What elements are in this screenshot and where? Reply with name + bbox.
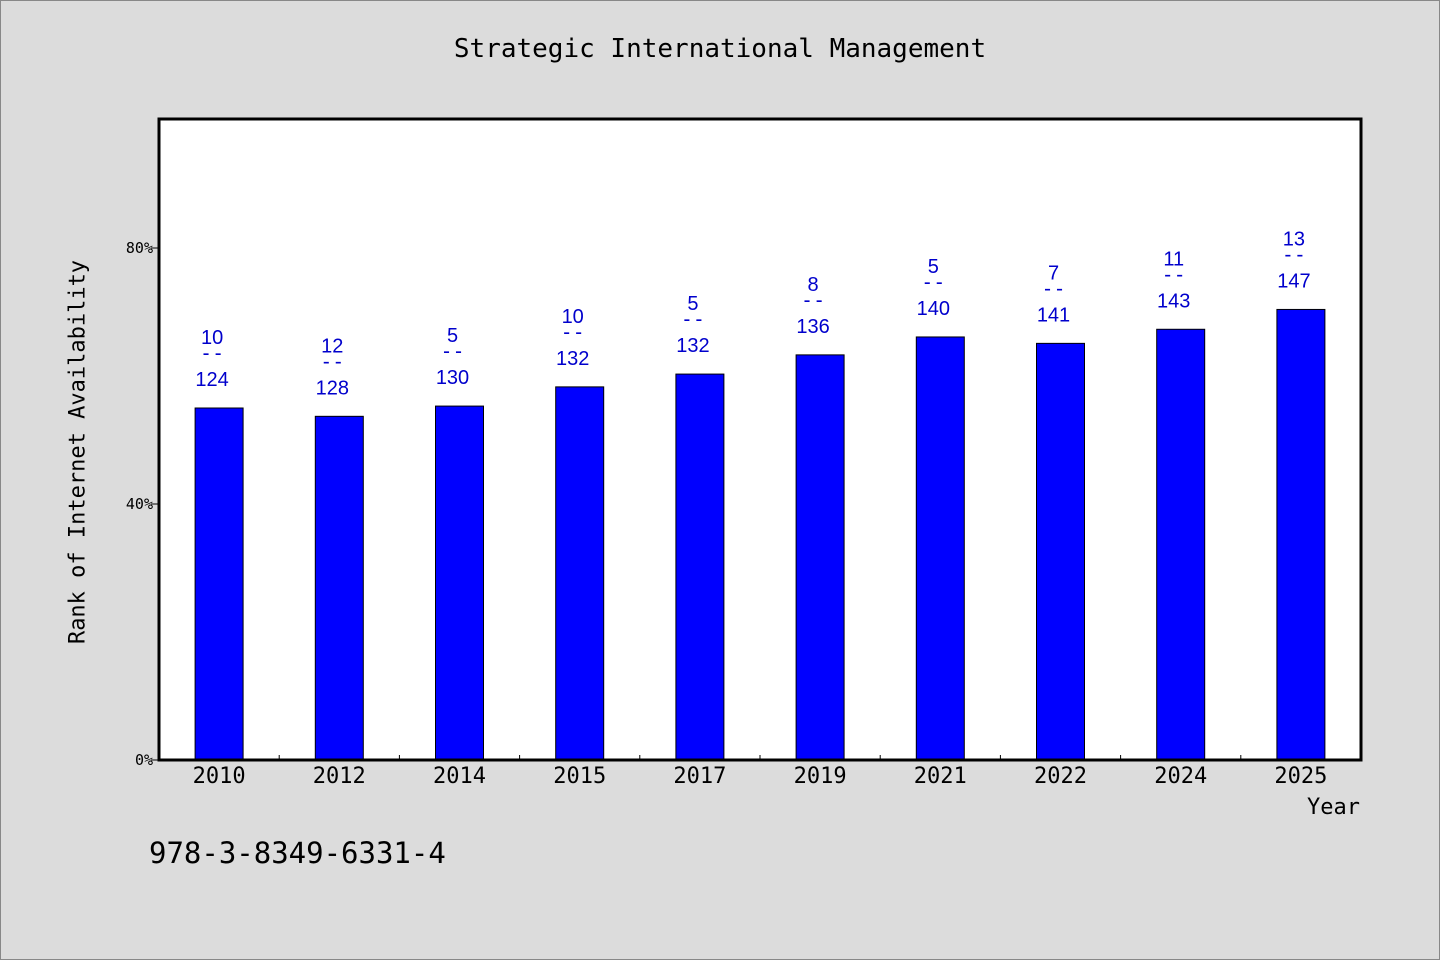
y-tick-label: 0% — [135, 751, 153, 769]
bar-label-bottom-2014: 130 — [436, 367, 469, 389]
x-tick-label-2012: 2012 — [313, 764, 366, 789]
bar-label-top-2019: 8 — [808, 274, 819, 296]
bar-2024 — [1156, 328, 1206, 761]
bar-label-sep-2025: -- — [1282, 242, 1306, 266]
bar-2021 — [915, 336, 965, 761]
bar-label-top-2025: 13 — [1283, 228, 1305, 250]
x-tick-label-2025: 2025 — [1274, 764, 1327, 789]
bar-label-bottom-2019: 136 — [796, 316, 829, 338]
bar-label-sep-2021: -- — [921, 270, 945, 294]
bar-label-bottom-2010: 124 — [195, 369, 228, 391]
bar-label-bottom-2012: 128 — [316, 377, 349, 399]
bar-2012 — [314, 415, 364, 761]
bar-label-sep-2014: -- — [440, 339, 464, 363]
bar-label-sep-2024: -- — [1162, 262, 1186, 286]
x-tick-label-2010: 2010 — [193, 764, 246, 789]
y-tick-label: 40% — [126, 495, 153, 513]
bar-label-top-2022: 7 — [1048, 262, 1059, 284]
bar-label-sep-2010: -- — [200, 341, 224, 365]
bar-2014 — [435, 405, 484, 761]
x-tick-label-2021: 2021 — [914, 764, 967, 789]
bar-label-sep-2019: -- — [801, 288, 825, 312]
x-tick-label-2019: 2019 — [794, 764, 847, 789]
bar-label-top-2024: 11 — [1163, 248, 1184, 270]
bar-2019 — [795, 354, 845, 761]
x-tick-label-2017: 2017 — [673, 764, 726, 789]
bar-label-sep-2012: -- — [320, 349, 344, 373]
chart-title: Strategic International Management — [453, 34, 987, 64]
x-tick-label-2015: 2015 — [553, 764, 606, 789]
bar-label-top-2010: 10 — [201, 327, 223, 349]
bar-label-bottom-2022: 141 — [1037, 304, 1070, 326]
bar-label-top-2012: 12 — [321, 335, 343, 357]
bar-label-bottom-2017: 132 — [676, 335, 709, 357]
bar-2025 — [1276, 308, 1326, 761]
bars-layer — [194, 308, 1326, 761]
bar-2010 — [194, 407, 244, 761]
bar-label-bottom-2015: 132 — [556, 348, 589, 370]
bar-label-top-2014: 5 — [447, 325, 458, 347]
x-tick-label-2024: 2024 — [1154, 764, 1207, 789]
bar-label-sep-2017: -- — [681, 307, 705, 331]
x-tick-label-2022: 2022 — [1034, 764, 1087, 789]
isbn-text: 978-3-8349-6331-4 — [149, 836, 446, 870]
bar-label-sep-2022: -- — [1041, 276, 1065, 300]
ticks-layer: 0% 40% 80% — [126, 239, 1361, 769]
bar-label-sep-2015: -- — [561, 320, 585, 344]
x-tick-label-2014: 2014 — [433, 764, 486, 789]
bar-label-top-2021: 5 — [928, 256, 939, 278]
bar-2022 — [1036, 342, 1085, 761]
bar-2015 — [555, 386, 605, 761]
bar-label-top-2017: 5 — [687, 293, 698, 315]
bar-label-bottom-2025: 147 — [1277, 270, 1310, 292]
bar-label-bottom-2024: 143 — [1157, 290, 1190, 312]
labels-layer: 201010--124201212--12820145--130201510--… — [193, 228, 1328, 789]
bar-label-top-2015: 10 — [562, 306, 584, 328]
bar-2017 — [675, 373, 725, 761]
bar-label-bottom-2021: 140 — [917, 298, 950, 320]
x-axis-title: Year — [1307, 795, 1360, 820]
y-tick-label: 80% — [126, 239, 153, 257]
